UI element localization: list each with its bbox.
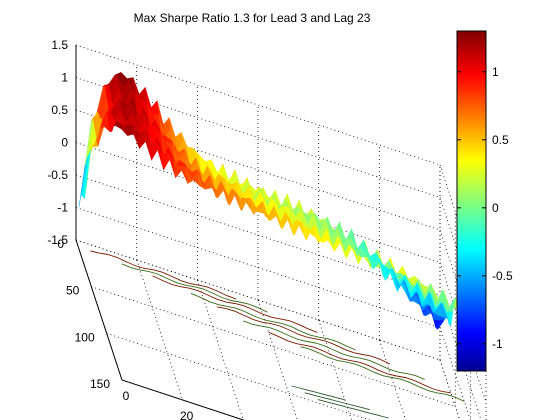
colorbar-gradient: [456, 30, 487, 372]
grid-line: [439, 327, 471, 420]
floor-contour-line: [152, 275, 318, 333]
floor-contour-line: [90, 250, 237, 300]
floor-contour-line: [216, 306, 391, 365]
floor-contour-line: [268, 331, 451, 394]
floor-contour-line: [291, 385, 346, 401]
x-tick-label: 20: [180, 409, 194, 420]
chart-title: Max Sharpe Ratio 1.3 for Lead 3 and Lag …: [134, 11, 371, 25]
grid-line: [196, 279, 244, 420]
floor-contour-line: [317, 399, 389, 419]
z-tick-label: 0: [61, 136, 68, 150]
grid-line: [106, 332, 371, 420]
z-tick-label: 1.5: [51, 38, 68, 52]
floor-contour-line: [304, 392, 370, 411]
surface-plot: [78, 71, 459, 330]
floor-contours: [90, 250, 465, 419]
y-tick-label: 150: [90, 377, 110, 391]
z-tick-label: -1: [57, 201, 68, 215]
colorbar-tick-label: 0.5: [492, 133, 509, 147]
z-tick-label: -1.5: [47, 233, 68, 247]
grid-line: [318, 319, 352, 420]
grid-line: [439, 262, 487, 403]
y-tick-label: 100: [75, 330, 95, 344]
x-tick-label: 0: [123, 389, 130, 403]
colorbar: [456, 30, 487, 372]
grid-line: [439, 359, 461, 420]
axis-ticks: 1.510.50-0.5-1-1.50501001500204060801001…: [47, 38, 194, 420]
colorbar-tick-label: 0: [492, 201, 499, 215]
colorbar-ticks: 1 0.5 0 -0.5 -1: [457, 65, 513, 351]
floor-contour-line: [243, 320, 425, 380]
grid-line: [439, 229, 487, 371]
axis-line: [75, 239, 123, 381]
colorbar-tick-label: -1: [492, 337, 503, 351]
grid-line: [121, 379, 245, 420]
axis-line: [121, 379, 245, 420]
colorbar-tick-label: -0.5: [492, 269, 513, 283]
grid-line: [136, 259, 184, 401]
z-tick-label: 0.5: [51, 103, 68, 117]
grid-line: [257, 299, 298, 420]
grid-line: [439, 197, 487, 338]
grid-line: [91, 286, 456, 408]
floor-contour-line: [300, 346, 465, 402]
floor-contour-line: [121, 263, 268, 313]
y-tick-label: 50: [66, 284, 80, 298]
surface-patch: [433, 319, 442, 329]
z-tick-label: 1: [61, 71, 68, 85]
grid-line: [439, 164, 487, 306]
grid-line: [378, 339, 407, 420]
z-tick-label: -0.5: [47, 168, 68, 182]
floor-contour-line: [190, 292, 356, 351]
colorbar-tick-label: 1: [492, 65, 499, 79]
y-tick-label: 0: [57, 237, 64, 251]
